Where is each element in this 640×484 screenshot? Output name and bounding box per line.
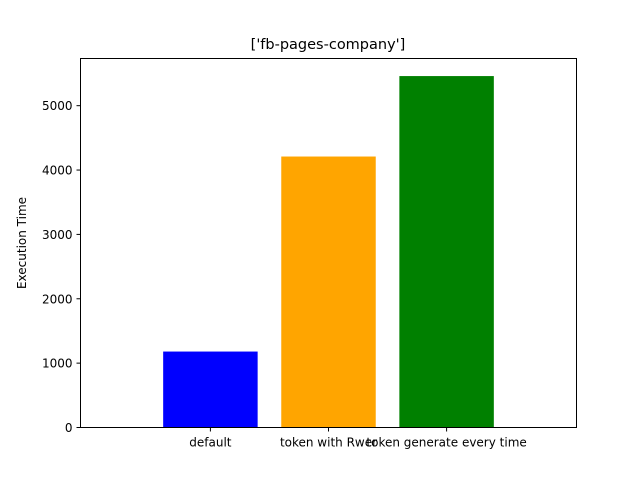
bar-token-with-rwer (281, 156, 376, 428)
y-axis-label: Execution Time (15, 197, 29, 289)
y-tick-label: 1000 (42, 357, 73, 371)
bars-group (163, 76, 494, 428)
chart-title: ['fb-pages-company'] (251, 37, 406, 53)
y-tick-label: 4000 (42, 164, 73, 178)
y-axis-ticks: 0 1000 2000 3000 4000 5000 (42, 99, 81, 435)
plot-frame (80, 58, 577, 428)
y-tick-label: 0 (65, 421, 73, 435)
y-tick-label: 5000 (42, 99, 73, 113)
y-tick-label: 2000 (42, 292, 73, 306)
bar-default (163, 351, 258, 428)
x-tick-label: token with Rwer (280, 436, 377, 450)
y-tick-label: 3000 (42, 228, 73, 242)
bar-token-generate-every-time (399, 76, 494, 428)
x-tick-label: default (189, 436, 232, 450)
x-tick-label: token generate every time (366, 436, 526, 450)
